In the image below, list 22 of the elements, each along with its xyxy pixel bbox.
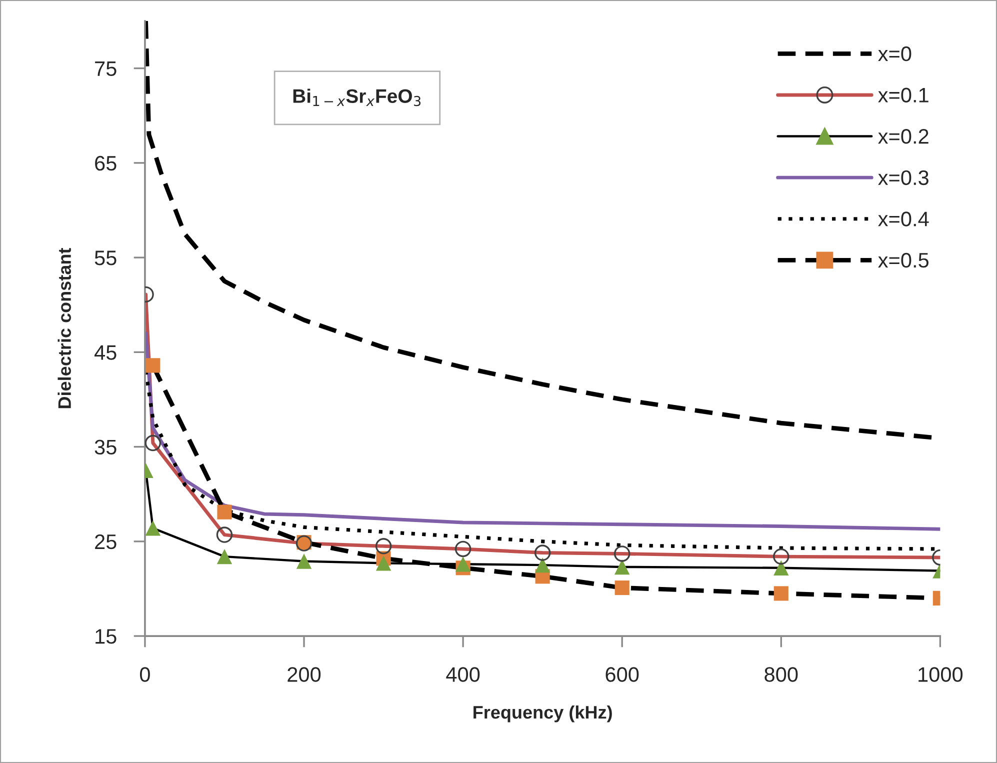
y-tick-label: 35 (94, 440, 116, 455)
y-tick-label: 75 (95, 62, 116, 76)
legend-label: x=0.1 (878, 88, 928, 102)
y-axis-title: Dielectric constant (58, 248, 71, 408)
x-tick-label: 200 (288, 667, 321, 682)
legend-label: x=0 (878, 46, 912, 62)
legend-label: x=0.5 (878, 252, 928, 268)
x-tick-label: 600 (606, 667, 639, 682)
x-tick-label: 0 (140, 667, 150, 682)
x-axis-title: Frequency (kHz) (474, 705, 612, 722)
y-tick-label: 45 (94, 345, 116, 360)
annotation: Bi$_{1−x}$Sr$_{x}$FeO$_{3}$ (293, 88, 421, 106)
y-tick-label: 25 (95, 534, 116, 550)
legend-label: x=0.2 (878, 129, 928, 144)
x-tick-label: 1000 (918, 667, 963, 682)
legend-label: x=0.3 (878, 170, 928, 186)
y-tick-label: 65 (95, 156, 116, 171)
y-tick-label: 55 (94, 250, 116, 266)
x-tick-label: 800 (764, 667, 798, 682)
y-tick-label: 15 (96, 629, 116, 644)
legend-label: x=0.4 (878, 212, 929, 226)
x-tick-label: 400 (446, 667, 480, 682)
